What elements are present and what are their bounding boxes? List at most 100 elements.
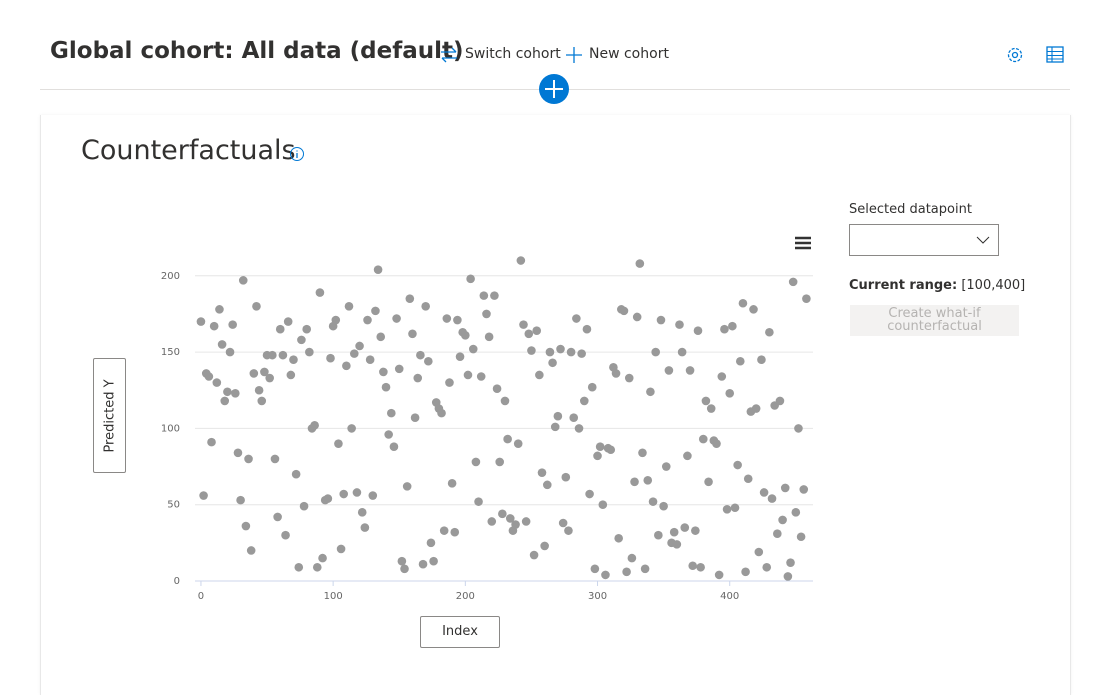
point: [630, 477, 639, 487]
point: [566, 347, 576, 357]
point: [640, 564, 650, 574]
create-button[interactable]: Create what-if counterfactual: [850, 305, 1019, 336]
point: [379, 367, 388, 377]
point: [783, 572, 793, 581]
point: [498, 509, 507, 519]
point: [643, 475, 653, 485]
point: [384, 430, 393, 439]
point: [535, 370, 544, 380]
point: [672, 540, 682, 549]
plus-icon: [566, 47, 582, 63]
point: [598, 500, 608, 509]
point: [646, 387, 655, 397]
point: [196, 317, 206, 326]
point: [466, 274, 475, 284]
chevron: [976, 236, 990, 244]
point: [524, 329, 534, 339]
point: [775, 396, 785, 406]
point: [725, 388, 735, 398]
point: [402, 482, 412, 491]
point: [376, 332, 386, 342]
point: [648, 497, 658, 506]
range-label: Current range:: [849, 278, 958, 293]
point: [487, 517, 497, 526]
point: [323, 494, 333, 503]
point: [223, 387, 232, 397]
y-tick-label: 200: [161, 271, 180, 282]
table-icon[interactable]: [1046, 46, 1064, 64]
switch-cohort[interactable]: Switch cohort: [465, 46, 561, 62]
point: [627, 553, 637, 563]
point: [780, 483, 790, 493]
point: [696, 562, 705, 572]
point: [717, 372, 727, 381]
point: [550, 422, 560, 432]
point: [336, 544, 346, 554]
point: [741, 567, 750, 577]
point: [270, 454, 280, 464]
point: [260, 367, 269, 377]
point: [468, 344, 478, 354]
point: [365, 355, 375, 365]
point: [442, 314, 452, 323]
point: [331, 315, 341, 325]
point: [799, 485, 809, 494]
add-button[interactable]: [538, 74, 570, 106]
point: [429, 556, 438, 566]
point: [453, 315, 462, 325]
point: [413, 373, 423, 383]
point: [426, 538, 436, 548]
point: [728, 321, 737, 331]
point: [299, 501, 309, 511]
x-axis-button[interactable]: Index: [420, 616, 500, 648]
point: [220, 396, 230, 406]
point: [677, 347, 687, 357]
point: [669, 527, 679, 537]
point: [624, 373, 634, 383]
point: [490, 291, 499, 300]
datapoint-dropdown[interactable]: [849, 224, 999, 256]
point: [228, 320, 237, 329]
y-axis-button[interactable]: Predicted Y: [93, 358, 126, 473]
point: [765, 327, 774, 337]
info-icon[interactable]: [289, 146, 305, 162]
y-tick-label: 100: [161, 423, 180, 434]
point: [291, 469, 301, 479]
point: [355, 341, 364, 351]
y-axis-label: Predicted Y: [102, 378, 117, 453]
point: [720, 324, 729, 334]
point: [580, 396, 589, 406]
point: [447, 479, 457, 488]
point: [312, 562, 322, 572]
point: [661, 462, 671, 471]
point: [204, 372, 214, 381]
point: [387, 408, 396, 418]
point: [500, 396, 510, 406]
point: [397, 556, 407, 566]
chart-menu[interactable]: [795, 236, 811, 250]
point: [315, 288, 325, 297]
point: [738, 298, 748, 308]
point: [389, 442, 399, 452]
point: [516, 256, 526, 265]
point: [297, 335, 306, 345]
point: [511, 520, 520, 529]
point: [762, 562, 772, 572]
point: [532, 326, 542, 336]
new-cohort[interactable]: New cohort: [589, 46, 669, 62]
point: [749, 305, 758, 314]
point: [701, 396, 711, 406]
settings-icon[interactable]: [1005, 45, 1025, 65]
point: [294, 562, 304, 572]
point: [357, 508, 367, 517]
point: [334, 439, 343, 448]
point: [505, 514, 515, 523]
panel-title: Counterfactuals: [81, 135, 296, 166]
point: [339, 489, 349, 499]
range-value: [100,400]: [961, 278, 1026, 293]
point: [368, 491, 378, 500]
point: [371, 306, 380, 316]
point: [601, 570, 610, 580]
point: [461, 331, 470, 340]
